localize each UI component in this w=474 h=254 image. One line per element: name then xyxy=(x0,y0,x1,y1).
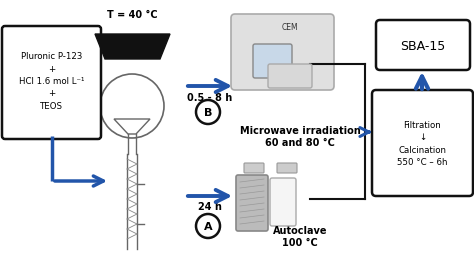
FancyBboxPatch shape xyxy=(231,15,334,91)
FancyBboxPatch shape xyxy=(244,163,264,173)
Text: 0.5 - 8 h: 0.5 - 8 h xyxy=(187,93,233,103)
FancyBboxPatch shape xyxy=(277,163,297,173)
Text: 24 h: 24 h xyxy=(198,201,222,211)
Text: SBA-15: SBA-15 xyxy=(401,39,446,52)
Text: Autoclave
100 °C: Autoclave 100 °C xyxy=(273,225,327,247)
FancyBboxPatch shape xyxy=(270,178,296,226)
Polygon shape xyxy=(95,35,170,60)
FancyBboxPatch shape xyxy=(236,175,268,231)
Text: T = 40 °C: T = 40 °C xyxy=(107,10,157,20)
Text: Pluronic P-123
+
HCl 1.6 mol L⁻¹
+
TEOS: Pluronic P-123 + HCl 1.6 mol L⁻¹ + TEOS xyxy=(19,52,84,110)
FancyBboxPatch shape xyxy=(376,21,470,71)
FancyBboxPatch shape xyxy=(372,91,473,196)
Text: B: B xyxy=(204,108,212,118)
Text: Filtration
↓
Calcination
550 °C – 6h: Filtration ↓ Calcination 550 °C – 6h xyxy=(397,120,448,167)
FancyBboxPatch shape xyxy=(268,65,312,89)
Text: Microwave irradiation
60 and 80 °C: Microwave irradiation 60 and 80 °C xyxy=(240,126,360,147)
Text: CEM: CEM xyxy=(282,22,298,31)
FancyBboxPatch shape xyxy=(253,45,292,79)
Text: A: A xyxy=(204,221,212,231)
FancyBboxPatch shape xyxy=(2,27,101,139)
